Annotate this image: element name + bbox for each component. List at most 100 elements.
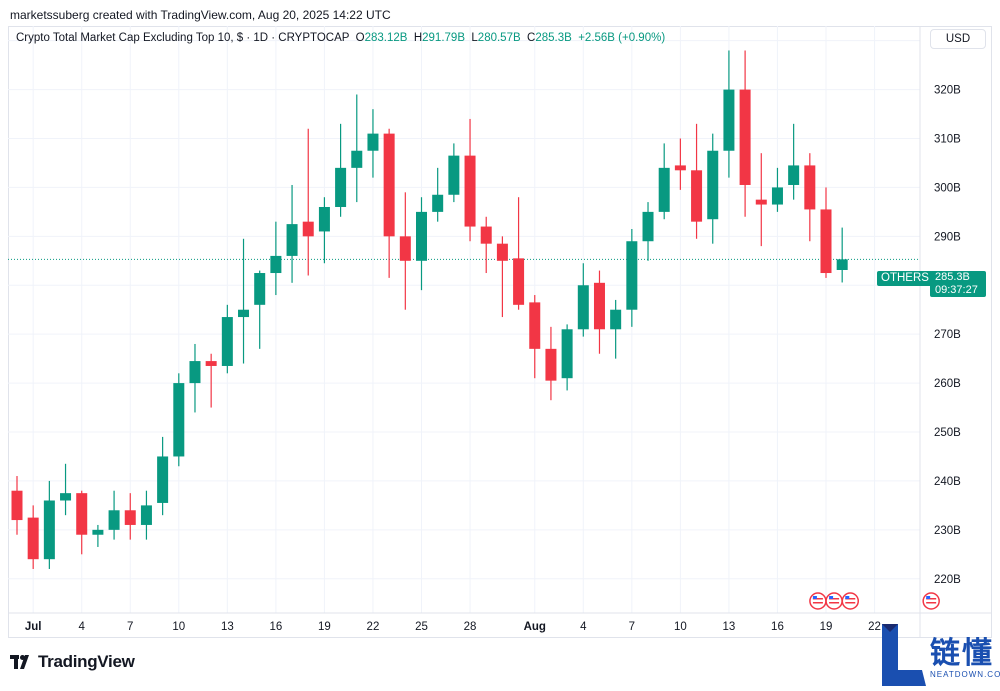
x-tick-label: 28 — [464, 621, 477, 633]
candle-body — [367, 133, 379, 151]
x-tick-label: 13 — [723, 621, 736, 633]
watermark-cn: 链懂 — [930, 636, 994, 671]
candle-body — [577, 285, 589, 330]
candle-body — [739, 89, 751, 185]
candle-body — [205, 361, 217, 366]
candle-body — [335, 167, 347, 207]
event-flag-canton — [926, 596, 931, 599]
candle-body — [513, 258, 525, 305]
y-tick-label: 220B — [934, 574, 961, 586]
candle-body — [270, 255, 282, 274]
candle-body — [496, 243, 508, 261]
x-tick-label: 19 — [820, 621, 833, 633]
legend-title: Crypto Total Market Cap Excluding Top 10… — [16, 32, 350, 44]
candle-body — [124, 510, 136, 525]
y-tick-label: 230B — [934, 525, 961, 537]
candle-body — [416, 211, 427, 261]
candle-body — [464, 155, 476, 227]
legend-open-label: O — [355, 32, 365, 44]
candle-body — [157, 456, 169, 503]
y-tick-label: 240B — [934, 476, 961, 488]
y-tick-label: 290B — [934, 231, 961, 243]
x-tick-label: 10 — [674, 621, 687, 633]
candle-body — [11, 490, 23, 521]
y-tick-label: 250B — [934, 427, 961, 439]
candle-body — [448, 155, 460, 195]
y-tick-label: 270B — [934, 329, 961, 341]
candle-body — [27, 517, 39, 560]
event-flag-icon — [809, 592, 827, 610]
legend-close-value: 285.3B — [535, 32, 572, 44]
candle-body — [173, 383, 185, 457]
candle-body — [771, 187, 783, 205]
x-tick-label: 7 — [629, 621, 635, 633]
tradingview-logo-icon — [10, 655, 29, 669]
x-tick-label: Aug — [524, 621, 546, 633]
candle-body — [755, 199, 767, 205]
legend-high-value: 291.79B — [422, 32, 465, 44]
event-flag-stripe — [812, 598, 823, 600]
legend-low-label: L — [471, 32, 478, 44]
candle-body — [43, 500, 55, 560]
event-flag-canton — [812, 596, 817, 599]
event-flag-stripe — [829, 598, 840, 600]
candle-body — [691, 170, 703, 222]
candle-body — [108, 510, 120, 530]
candle-body — [529, 302, 541, 349]
candle-body — [610, 309, 622, 330]
candle-body — [723, 89, 735, 151]
candlestick-chart[interactable]: 220B230B240B250B260B270B280B290B300B310B… — [8, 26, 992, 638]
candle-body — [351, 150, 363, 168]
tradingview-logo[interactable]: TradingView — [10, 652, 135, 672]
event-flag-icon — [825, 592, 843, 610]
x-tick-label: 10 — [172, 621, 185, 633]
x-tick-label: 4 — [580, 621, 587, 633]
candle-body — [92, 529, 104, 535]
candle-body — [593, 282, 605, 330]
candle-body — [804, 165, 816, 210]
candle-body — [302, 221, 314, 237]
candle-body — [432, 194, 444, 212]
candle-body — [674, 165, 686, 171]
candle-body — [626, 241, 638, 310]
x-tick-label: 22 — [367, 621, 380, 633]
candle-body — [254, 273, 266, 305]
x-tick-label: Jul — [25, 621, 42, 633]
candle-body — [238, 309, 250, 318]
watermark-en: NEATDOWN.COM — [930, 670, 1000, 679]
candle-body — [189, 361, 201, 384]
legend-open-value: 283.12B — [364, 32, 408, 44]
x-tick-label: 4 — [79, 621, 86, 633]
event-flag-canton — [845, 596, 850, 599]
x-tick-label: 16 — [269, 621, 282, 633]
chart-frame — [8, 26, 992, 638]
last-price-value: 285.3B — [935, 271, 970, 283]
chart-legend: Crypto Total Market Cap Excluding Top 10… — [16, 32, 665, 44]
candle-body — [221, 317, 233, 366]
y-tick-label: 310B — [934, 134, 961, 146]
candle-body — [399, 236, 411, 261]
tradingview-logo-text: TradingView — [38, 652, 135, 671]
y-tick-label: 260B — [934, 378, 961, 390]
event-flag-icon — [841, 592, 860, 610]
chart-creator-caption: marketssuberg created with TradingView.c… — [10, 8, 391, 22]
candle-body — [383, 133, 395, 237]
event-flag-stripe — [845, 598, 856, 600]
y-tick-label: 320B — [934, 85, 961, 97]
neatdown-watermark-icon — [882, 624, 926, 686]
candle-body — [820, 209, 832, 274]
candle-body — [707, 150, 719, 220]
event-flag-canton — [829, 596, 834, 599]
y-tick-label: 300B — [934, 182, 961, 194]
x-tick-label: 19 — [318, 621, 331, 633]
legend-high-label: H — [413, 32, 423, 44]
last-price-tag: 285.3B 09:37:27 — [930, 271, 986, 297]
event-flag-icon — [922, 592, 940, 610]
currency-button[interactable]: USD — [930, 29, 986, 49]
candle-body — [480, 226, 492, 244]
x-tick-label: 16 — [771, 621, 784, 633]
legend-change: +2.56B (+0.90%) — [578, 32, 666, 44]
candle-body — [836, 259, 848, 270]
candle-body — [658, 167, 670, 212]
candle-body — [788, 165, 800, 185]
